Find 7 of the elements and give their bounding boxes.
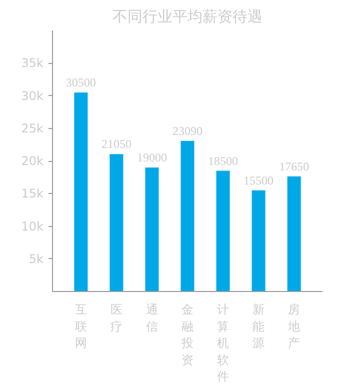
bar [252, 190, 266, 292]
bar [180, 140, 194, 292]
bar [145, 168, 159, 292]
bar [287, 176, 301, 292]
bar [110, 154, 124, 292]
bar [216, 170, 230, 292]
bar [74, 92, 88, 292]
